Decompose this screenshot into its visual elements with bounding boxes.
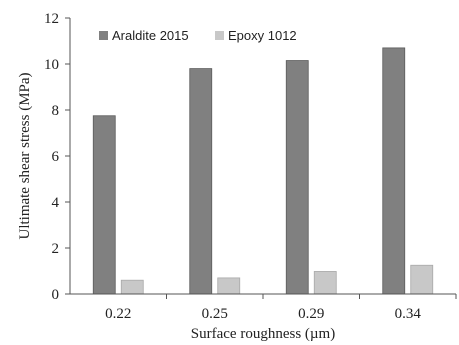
y-axis-title: Ultimate shear stress (MPa) — [17, 72, 33, 239]
y-tick-label: 12 — [44, 11, 59, 27]
bar-araldite-0 — [92, 115, 116, 295]
bar-araldite-1 — [189, 68, 213, 295]
bar-araldite-3 — [382, 47, 406, 295]
bar-araldite-2 — [285, 60, 309, 295]
legend-label-epoxy: Epoxy 1012 — [228, 28, 297, 43]
x-tick-label: 0.34 — [395, 306, 422, 322]
legend-label-araldite: Araldite 2015 — [112, 28, 189, 43]
bar-epoxy-2 — [313, 271, 337, 295]
x-axis-ticks: 0.22 0.25 0.29 0.34 — [105, 294, 457, 322]
y-tick-label: 6 — [52, 149, 60, 165]
legend-swatch-epoxy — [215, 31, 224, 40]
bars — [92, 47, 434, 295]
x-tick-label: 0.22 — [105, 306, 131, 322]
y-axis-ticks: 0 2 4 6 8 10 12 — [44, 11, 70, 303]
y-tick-label: 0 — [52, 287, 60, 303]
y-tick-label: 10 — [44, 57, 59, 73]
bar-epoxy-3 — [410, 264, 434, 295]
x-tick-label: 0.29 — [298, 306, 324, 322]
legend-swatch-araldite — [99, 31, 108, 40]
y-tick-label: 2 — [52, 241, 60, 257]
x-tick-label: 0.25 — [202, 306, 228, 322]
y-tick-label: 8 — [52, 103, 60, 119]
bar-epoxy-1 — [217, 277, 241, 295]
bar-epoxy-0 — [120, 279, 144, 295]
y-tick-label: 4 — [52, 195, 60, 211]
legend: Araldite 2015 Epoxy 1012 — [99, 28, 297, 43]
x-axis-title: Surface roughness (µm) — [191, 326, 335, 342]
